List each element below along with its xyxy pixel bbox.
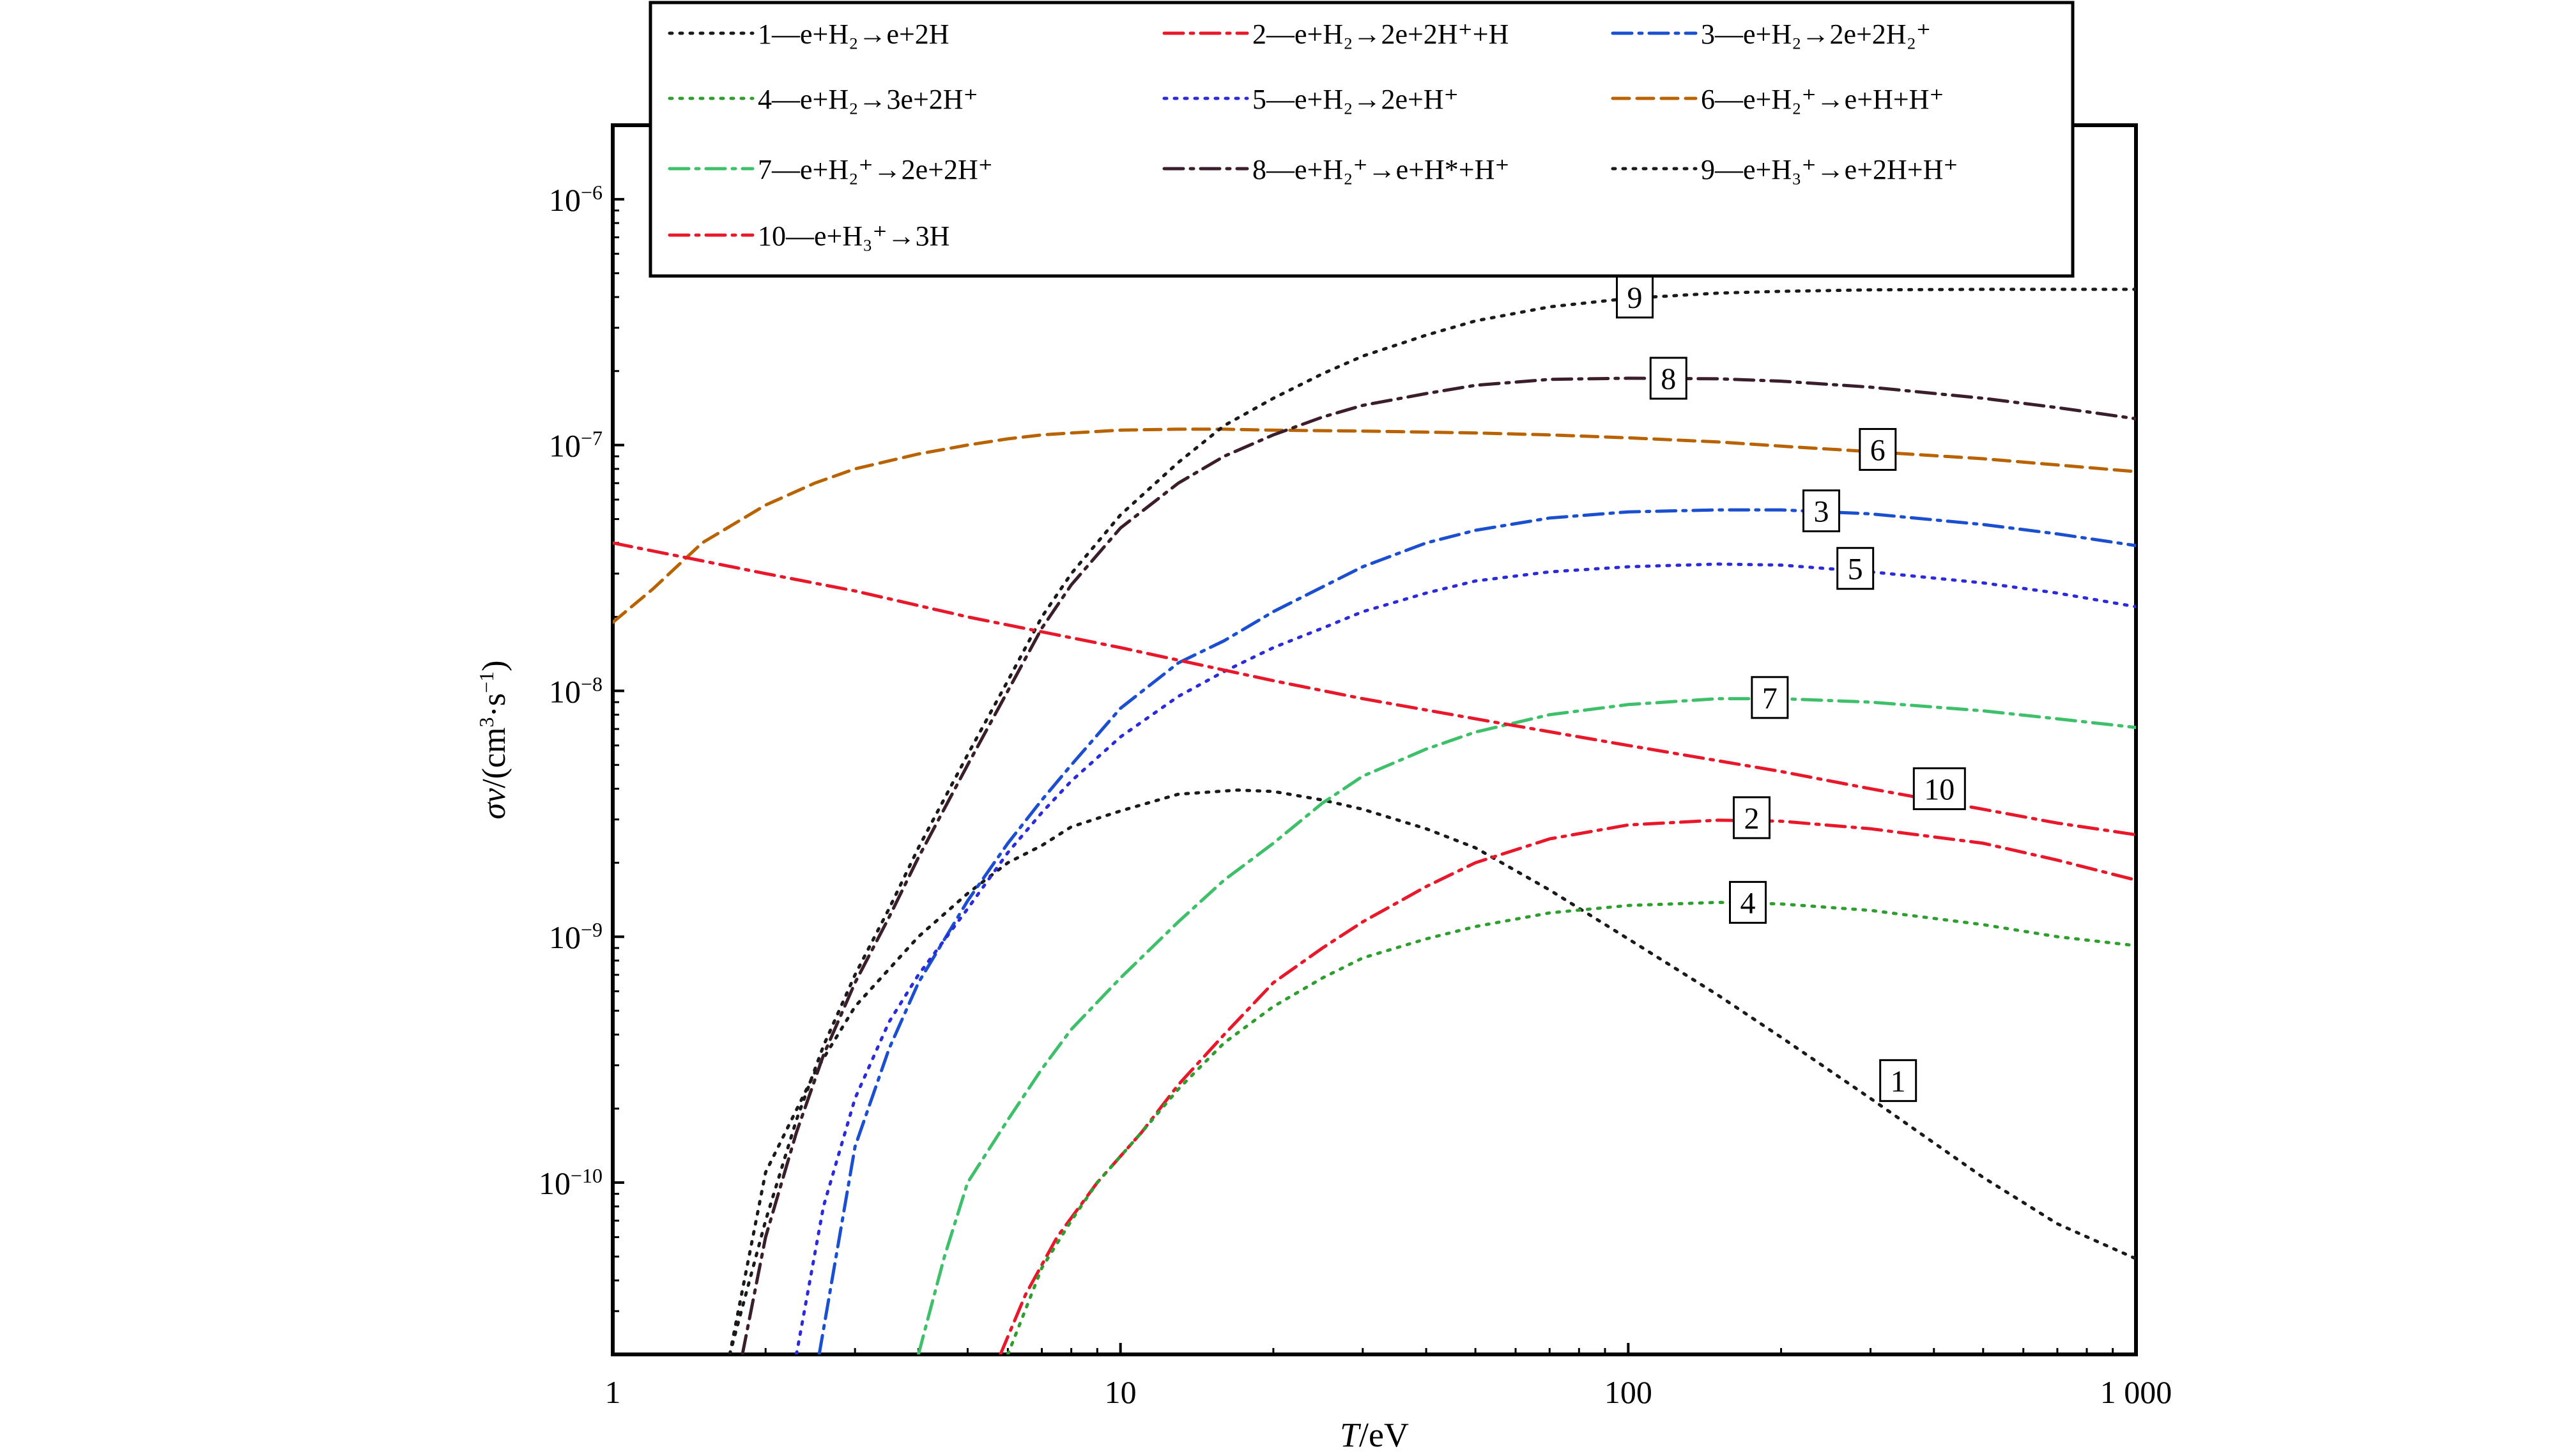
series-5-line <box>795 562 2136 1354</box>
curve-label-3: 3 <box>1802 489 1840 533</box>
legend-label: 7—e+H₂⁺→2e+2H⁺ <box>758 154 993 185</box>
y-axis: 10−10 10−9 10−8 10−7 10−6 <box>539 181 624 1356</box>
curve-label-layer: 1 2 3 4 5 6 7 8 9 10 <box>1616 275 1966 1102</box>
legend-item-6: 6—e+H₂⁺→e+H+H⁺ <box>1611 84 1944 115</box>
svg-text:5: 5 <box>1848 553 1863 586</box>
legend-label: 2—e+H₂→2e+2H⁺+H <box>1252 19 1509 50</box>
curve-label-6: 6 <box>1859 427 1897 471</box>
curve-label-9: 9 <box>1616 275 1654 319</box>
legend-label: 1—e+H₂→e+2H <box>758 19 949 50</box>
legend-item-2: 2—e+H₂→2e+2H⁺+H <box>1162 19 1509 50</box>
legend-label: 4—e+H₂→3e+2H⁺ <box>758 84 978 115</box>
y-tick-label: 10−6 <box>549 181 603 218</box>
svg-text:8: 8 <box>1661 362 1676 396</box>
svg-text:1: 1 <box>1891 1064 1906 1098</box>
series-8-line <box>741 376 2136 1354</box>
y-axis-label: σv/(cm3·s−1) <box>475 661 512 820</box>
y-tick-label: 10−8 <box>549 672 603 709</box>
legend-item-10: 10—e+H₃⁺→3H <box>668 220 949 252</box>
svg-text:3: 3 <box>1813 495 1829 529</box>
x-tick-label: 100 <box>1604 1374 1652 1410</box>
legend: 1—e+H₂→e+2H 2—e+H₂→2e+2H⁺+H 3—e+H₂→2e+2H₂⁺… <box>649 1 2075 278</box>
x-axis: 1 10 100 1 000 <box>605 1343 2172 1410</box>
svg-text:2: 2 <box>1744 802 1759 836</box>
svg-text:4: 4 <box>1740 886 1756 920</box>
legend-item-4: 4—e+H₂→3e+2H⁺ <box>668 84 978 115</box>
curve-label-10: 10 <box>1912 767 1966 811</box>
curve-label-4: 4 <box>1729 880 1767 924</box>
series-6-line <box>613 427 2136 624</box>
series-3-line <box>817 508 2136 1354</box>
svg-text:6: 6 <box>1870 433 1886 467</box>
curve-label-5: 5 <box>1836 547 1875 590</box>
svg-text:7: 7 <box>1762 682 1778 716</box>
plot-frame <box>611 123 2138 1356</box>
legend-label: 3—e+H₂→2e+2H₂⁺ <box>1701 19 1931 50</box>
legend-item-7: 7—e+H₂⁺→2e+2H⁺ <box>668 154 993 185</box>
y-tick-label: 10−7 <box>549 427 603 464</box>
series-10-line <box>613 541 2136 837</box>
legend-label: 8—e+H₂⁺→e+H*+H⁺ <box>1252 154 1510 185</box>
svg-text:9: 9 <box>1627 281 1643 315</box>
x-axis-label: T/eV <box>1340 1416 1409 1454</box>
legend-label: 10—e+H₃⁺→3H <box>758 220 949 252</box>
series-1-line <box>728 788 2136 1354</box>
curve-label-8: 8 <box>1649 356 1687 400</box>
curve-label-7: 7 <box>1751 676 1789 719</box>
legend-item-9: 9—e+H₃⁺→e+2H+H⁺ <box>1611 154 1958 185</box>
legend-box <box>649 1 2075 278</box>
legend-label: 5—e+H₂→2e+H⁺ <box>1252 84 1459 115</box>
legend-label: 6—e+H₂⁺→e+H+H⁺ <box>1701 84 1944 115</box>
y-tick-label: 10−9 <box>549 918 603 955</box>
series-7-line <box>916 697 2136 1354</box>
curve-label-1: 1 <box>1879 1059 1917 1102</box>
series-layer <box>613 287 2136 1354</box>
x-tick-label: 1 000 <box>2100 1374 2172 1410</box>
svg-text:10: 10 <box>1924 773 1955 807</box>
y-tick-label: 10−10 <box>539 1164 603 1201</box>
series-2-line <box>999 818 2136 1354</box>
x-tick-label: 10 <box>1105 1374 1137 1410</box>
x-tick-label: 1 <box>605 1374 621 1410</box>
series-4-line <box>1006 900 2136 1354</box>
curve-label-2: 2 <box>1732 796 1771 839</box>
legend-item-8: 8—e+H₂⁺→e+H*+H⁺ <box>1162 154 1510 185</box>
legend-item-5: 5—e+H₂→2e+H⁺ <box>1162 84 1459 115</box>
legend-item-3: 3—e+H₂→2e+2H₂⁺ <box>1611 19 1931 50</box>
legend-item-1: 1—e+H₂→e+2H <box>668 19 949 50</box>
legend-label: 9—e+H₃⁺→e+2H+H⁺ <box>1701 154 1958 185</box>
